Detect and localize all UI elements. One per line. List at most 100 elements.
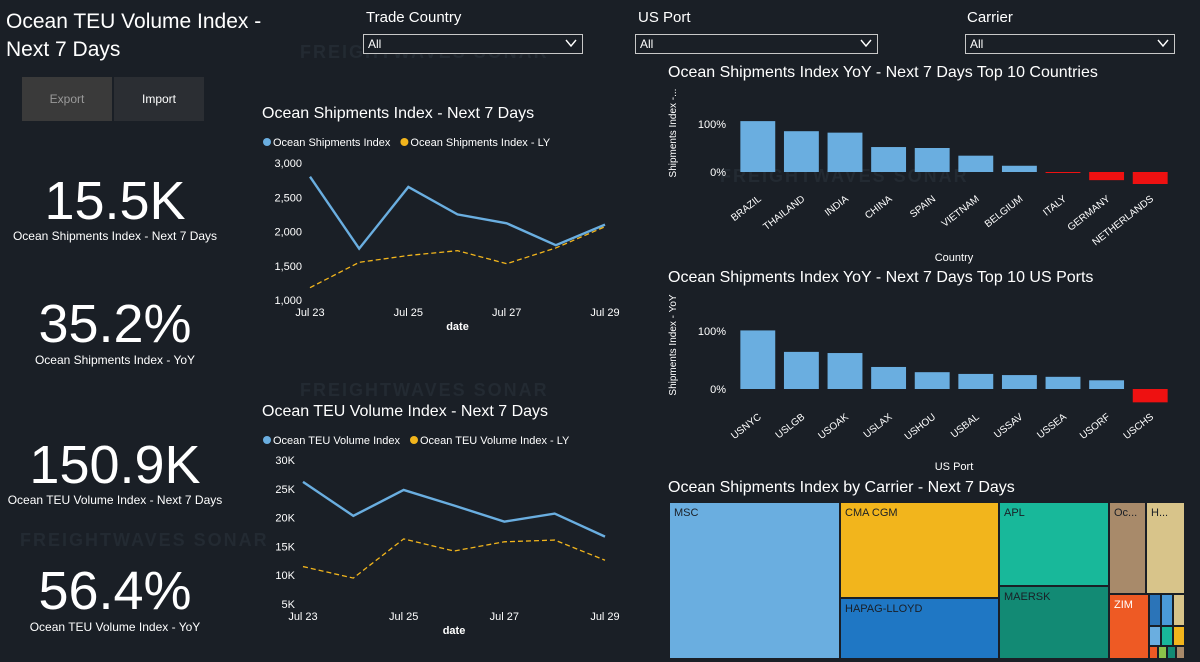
y-tick-label: 25K [275, 484, 295, 496]
watermark: FREIGHTWAVES SONAR [300, 380, 549, 400]
treemap-cell-small[interactable] [1167, 646, 1176, 659]
series-line [309, 226, 606, 289]
chevron-down-icon [565, 39, 577, 48]
teu-chart-title: Ocean TEU Volume Index - Next 7 Days [262, 403, 549, 420]
treemap-cell-small[interactable] [1158, 646, 1167, 659]
y-tick-label: 1,000 [274, 295, 302, 307]
treemap-label: H... [1151, 507, 1169, 519]
us-port-select[interactable]: All [635, 34, 878, 54]
x-tick-label: INDIA [823, 193, 851, 218]
treemap-cell-small[interactable] [1161, 594, 1173, 626]
treemap-cell-hapag-lloyd[interactable]: HAPAG-LLOYD [840, 598, 999, 659]
bar [1045, 172, 1081, 173]
carrier-treemap: MSC CMA CGM HAPAG-LLOYD APL MAERSK Oc...… [669, 502, 1185, 659]
bar [958, 373, 994, 389]
us-port-value: All [640, 37, 654, 51]
x-tick-label: USLGB [774, 411, 808, 441]
bar [871, 147, 907, 172]
treemap-cell-msc[interactable]: MSC [669, 502, 840, 659]
x-tick-label: USSEA [1035, 411, 1069, 441]
bar [1089, 172, 1125, 181]
import-button[interactable]: Import [114, 77, 204, 121]
trade-country-value: All [368, 37, 382, 51]
treemap-cell-small[interactable] [1149, 646, 1158, 659]
treemap-label: MAERSK [1004, 591, 1051, 603]
teu-line-chart: Ocean TEU Volume Index Ocean TEU Volume I… [263, 435, 620, 637]
treemap-label: MSC [674, 507, 699, 519]
treemap-cell-small[interactable] [1149, 594, 1161, 626]
y-tick-label: 5K [282, 599, 296, 611]
filter-label-trade-country: Trade Country [366, 9, 462, 26]
x-tick-label: Jul 27 [490, 611, 519, 623]
x-axis-title: Country [935, 252, 974, 264]
treemap-cell-apl[interactable]: APL [999, 502, 1109, 586]
y-tick-label: 20K [275, 513, 295, 525]
watermark: FREIGHTWAVES SONAR [20, 530, 269, 550]
x-tick-label: VIETNAM [940, 194, 982, 230]
legend-marker [263, 436, 271, 444]
x-tick-label: Jul 25 [389, 611, 418, 623]
x-tick-label: Jul 23 [288, 611, 317, 623]
bar [783, 351, 819, 389]
trade-country-select[interactable]: All [363, 34, 583, 54]
treemap-cell-h[interactable]: H... [1146, 502, 1185, 594]
legend-label: Ocean TEU Volume Index - LY [420, 435, 570, 447]
y-tick-label: 1,500 [274, 261, 302, 273]
bar [783, 131, 819, 172]
bar [914, 148, 950, 172]
treemap-cell-small[interactable] [1161, 626, 1173, 646]
x-tick-label: Jul 29 [590, 611, 619, 623]
y-tick-label: 0% [710, 167, 726, 179]
treemap-cell-small[interactable] [1173, 594, 1185, 626]
x-tick-label: Jul 27 [492, 307, 521, 319]
y-tick-label: 30K [275, 455, 295, 467]
carrier-select[interactable]: All [965, 34, 1175, 54]
legend-label: Ocean Shipments Index - LY [410, 137, 550, 149]
x-tick-label: BRAZIL [729, 193, 764, 223]
x-tick-label: THAILAND [762, 194, 808, 233]
x-tick-label: Jul 29 [590, 307, 619, 319]
export-button[interactable]: Export [22, 77, 112, 121]
bar [827, 353, 863, 389]
treemap-cell-zim[interactable]: ZIM [1109, 594, 1149, 659]
legend-label: Ocean TEU Volume Index [273, 435, 400, 447]
treemap-label: ZIM [1114, 599, 1133, 611]
x-tick-label: USOAK [816, 411, 851, 441]
x-axis-title: date [443, 625, 466, 637]
treemap-cell-maersk[interactable]: MAERSK [999, 586, 1109, 659]
treemap-cell-small[interactable] [1173, 626, 1185, 646]
x-tick-label: CHINA [863, 193, 895, 221]
treemap-cell-oc[interactable]: Oc... [1109, 502, 1146, 594]
x-tick-label: ITALY [1041, 193, 1069, 218]
x-axis-title: US Port [935, 461, 974, 473]
treemap-cell-small[interactable] [1149, 626, 1161, 646]
treemap-label: Oc... [1114, 507, 1138, 519]
ports-bar-chart: 0% 100% Shipments Index - YoY USNYC USLGB USO… [668, 294, 1168, 473]
x-tick-label: USCHS [1122, 411, 1157, 441]
bar [958, 155, 994, 172]
bar [740, 330, 776, 389]
x-tick-label: Jul 23 [295, 307, 324, 319]
bar [914, 372, 950, 389]
bar [827, 132, 863, 172]
shipments-line-chart: Ocean Shipments Index Ocean Shipments Ind… [263, 137, 620, 333]
treemap-cell-cma-cgm[interactable]: CMA CGM [840, 502, 999, 598]
y-tick-label: 2,500 [274, 192, 302, 204]
page-title: Ocean TEU Volume Index - Next 7 Days [6, 10, 262, 61]
carrier-chart-title: Ocean Shipments Index by Carrier - Next … [668, 479, 1015, 496]
treemap-cell-small[interactable] [1176, 646, 1185, 659]
bar [1045, 376, 1081, 389]
countries-bar-chart: 0% 100% Shipments Index -... BRAZILTHAILAND… [668, 89, 1168, 264]
x-tick-label: USORF [1078, 412, 1112, 442]
ports-chart-title: Ocean Shipments Index YoY - Next 7 Days … [668, 269, 1094, 286]
y-axis-title: Shipments Index - YoY [668, 294, 679, 396]
treemap-label: CMA CGM [845, 507, 898, 519]
kpi-shipments-value: 15.5K [44, 171, 186, 231]
chevron-down-icon [860, 39, 872, 48]
y-tick-label: 100% [698, 119, 726, 131]
y-tick-label: 3,000 [274, 158, 302, 170]
y-axis-title: Shipments Index -... [668, 89, 679, 178]
kpi-teu-yoy-label: Ocean TEU Volume Index - YoY [29, 620, 201, 634]
filter-label-carrier: Carrier [967, 9, 1013, 26]
x-tick-label: SPAIN [908, 194, 938, 221]
